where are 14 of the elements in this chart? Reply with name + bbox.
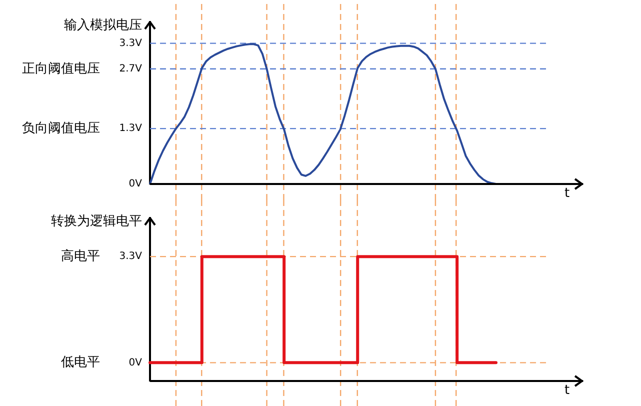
y-tick-label: 2.7V (119, 63, 142, 74)
x-axis-title: t (564, 382, 570, 398)
text: 正向阈值电压 (22, 61, 100, 76)
text: 负向阈值电压 (22, 120, 100, 136)
y-tick-label: 3.3V (119, 38, 142, 49)
y-axis-title: 输入模拟电压 (64, 18, 142, 33)
y-tick-label: 0V (128, 357, 142, 368)
y-tick-label: 1.3V (119, 123, 142, 134)
y-tick-label: 0V (128, 178, 142, 190)
text: 低电平 (61, 355, 100, 370)
x-axis-title: t (564, 186, 570, 201)
text: 高电平 (61, 248, 100, 264)
y-tick-label: 3.3V (119, 251, 142, 262)
y-axis-title: 转换为逻辑电平 (51, 214, 142, 229)
